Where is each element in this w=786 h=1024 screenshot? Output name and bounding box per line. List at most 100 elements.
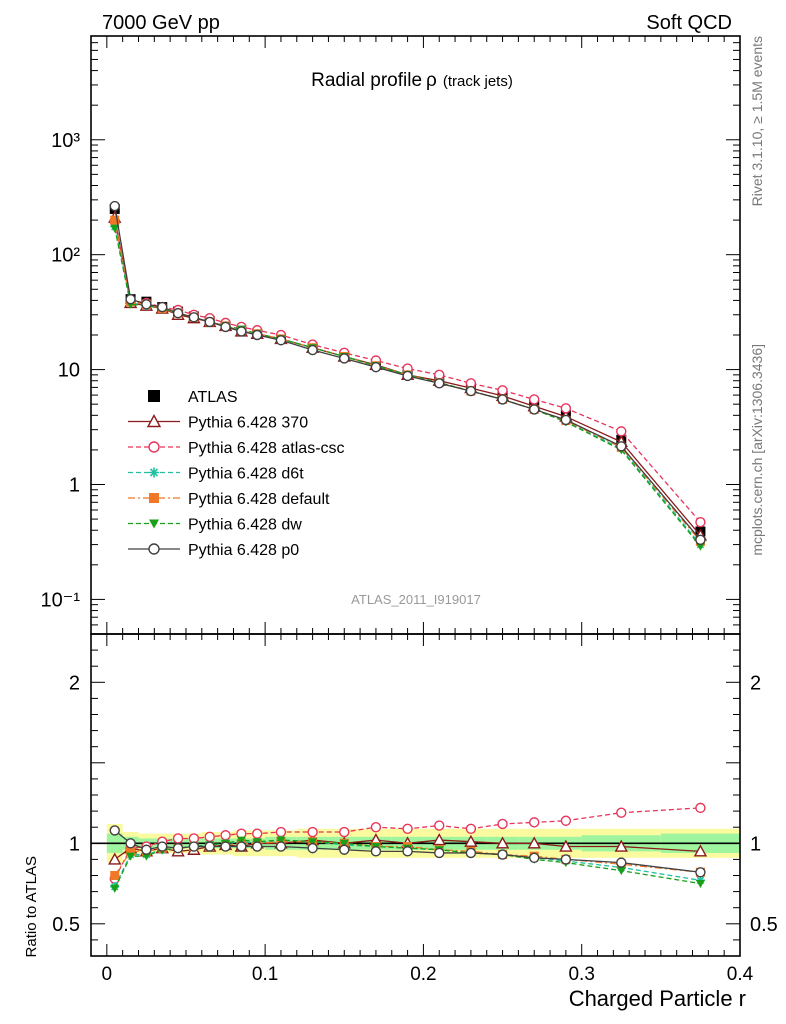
y-tick-label: 1 <box>69 475 80 497</box>
series-line <box>114 839 701 889</box>
data-point <box>108 852 122 865</box>
legend-label: Pythia 6.428 d6t <box>188 466 304 483</box>
data-point <box>252 841 263 852</box>
data-point <box>125 293 136 305</box>
data-point <box>616 441 627 452</box>
plot-title: Radial profile ρ (track jets) <box>311 70 513 91</box>
ratio-ylabel: Ratio to ATLAS <box>23 856 40 957</box>
data-point <box>339 839 349 848</box>
x-axis-label: Charged Particle r <box>569 986 746 1011</box>
data-point <box>109 825 120 836</box>
data-point <box>529 817 540 828</box>
data-point <box>616 426 627 437</box>
data-point <box>125 838 136 849</box>
data-point <box>204 316 215 328</box>
data-point <box>432 833 446 846</box>
data-point <box>188 312 200 323</box>
data-point <box>276 836 286 845</box>
data-point <box>616 807 627 818</box>
data-point <box>204 831 215 843</box>
data-point <box>220 841 231 852</box>
y-tick-label: 1 <box>69 833 80 855</box>
y-tick-label: 10³ <box>51 130 80 152</box>
data-point <box>126 846 136 856</box>
legend-label: Pythia 6.428 370 <box>188 415 308 432</box>
data-point <box>370 361 382 373</box>
legend: ATLAS Pythia 6.428 370 Pythia 6.428 atlas-… <box>128 389 345 559</box>
series-line <box>114 221 701 523</box>
data-point <box>402 370 413 382</box>
data-point <box>560 414 572 426</box>
data-point <box>495 836 510 849</box>
data-point <box>695 867 706 878</box>
y-tick-label: 0.5 <box>750 914 778 936</box>
data-point <box>220 830 231 841</box>
data-point <box>464 834 478 847</box>
data-point <box>402 846 413 857</box>
y-tick-label: 2 <box>750 672 761 694</box>
x-tick-label: 0.1 <box>252 964 278 985</box>
legend-marker <box>146 414 162 428</box>
data-point <box>172 833 184 844</box>
data-point <box>307 842 318 854</box>
series-line <box>114 205 701 541</box>
legend-label: Pythia 6.428 p0 <box>188 542 299 559</box>
main-panel: 10⁻¹ 1 10 10² 10³ <box>41 35 741 635</box>
data-point <box>236 841 247 852</box>
data-point <box>110 884 120 893</box>
x-tick-label: 0.3 <box>568 964 594 985</box>
data-point <box>695 534 706 546</box>
data-point <box>695 542 705 551</box>
data-point <box>157 841 168 852</box>
data-point <box>560 815 572 826</box>
data-point <box>529 852 540 863</box>
data-point <box>275 335 287 346</box>
data-point <box>616 857 627 868</box>
y-tick-label: 1 <box>750 833 761 855</box>
plot-title-suffix: (track jets) <box>443 73 513 90</box>
y-tick-label: 10² <box>51 245 80 267</box>
data-point <box>695 802 706 814</box>
data-point <box>172 307 184 319</box>
data-point <box>188 841 200 852</box>
data-point <box>497 818 508 830</box>
plot-title-main: Radial profile <box>311 70 422 91</box>
data-point <box>465 847 477 859</box>
data-point <box>141 299 152 310</box>
legend-label: Pythia 6.428 atlas-csc <box>188 440 345 457</box>
data-point <box>614 839 628 852</box>
data-point <box>560 854 572 865</box>
mcplots-label: mcplots.cern.ch [arXiv:1306.3436] <box>749 344 765 556</box>
ratio-panel: 0 0.1 0.2 0.3 0.4 0.5 0.5 1 1 2 2 <box>52 633 778 985</box>
data-point <box>465 823 477 835</box>
data-point <box>497 385 508 396</box>
series-line <box>114 841 701 876</box>
plot-title-symbol: ρ <box>426 70 437 91</box>
data-point <box>529 394 540 405</box>
legend-marker <box>149 493 159 503</box>
legend-label: Pythia 6.428 default <box>188 491 330 508</box>
data-point <box>370 846 382 857</box>
legend-marker <box>148 543 160 555</box>
y-tick-label: 2 <box>69 672 80 694</box>
legend-label: ATLAS <box>188 389 238 406</box>
y-tick-label: 10⁻¹ <box>41 589 81 611</box>
data-point <box>109 200 120 212</box>
legend-marker <box>148 441 160 453</box>
y-tick-label: 0.5 <box>52 914 80 936</box>
legend-marker <box>148 390 160 402</box>
data-point <box>275 841 287 852</box>
data-point <box>465 385 477 397</box>
data-point <box>695 880 705 889</box>
legend-marker <box>149 519 159 529</box>
data-point <box>529 404 540 415</box>
data-point <box>339 844 350 855</box>
data-point <box>307 826 318 838</box>
data-point <box>236 836 246 845</box>
x-tick-label: 0.4 <box>727 964 754 985</box>
data-point <box>252 828 263 839</box>
data-point <box>402 823 413 835</box>
x-tick-label: 0 <box>102 964 113 985</box>
data-point <box>434 378 445 389</box>
